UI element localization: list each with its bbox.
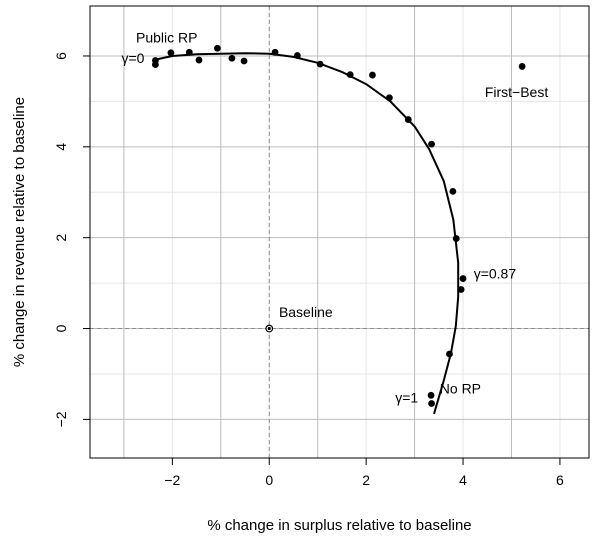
data-point	[214, 44, 221, 52]
y-tick-label: 4	[53, 143, 69, 151]
data-point	[452, 235, 460, 242]
data-point-baseline-center	[267, 326, 271, 331]
data-point	[518, 63, 526, 70]
data-point	[195, 56, 203, 64]
data-point	[428, 400, 435, 407]
fitted-curve-line	[155, 52, 460, 415]
plot-frame	[89, 5, 590, 459]
y-tick-label: −2	[53, 411, 69, 427]
data-point	[271, 48, 279, 56]
x-tick-label: 6	[556, 472, 564, 488]
reference-lines	[90, 6, 589, 458]
x-tick-label: 4	[459, 472, 467, 488]
annotation-label: γ=1	[395, 390, 418, 406]
y-tick-label: 2	[53, 234, 69, 242]
x-tick-label: 2	[362, 472, 370, 488]
data-point	[293, 52, 301, 59]
annotation-label: First−Best	[485, 84, 549, 100]
data-point	[167, 49, 175, 57]
fitted-curve	[155, 52, 460, 415]
y-tick-label: 6	[53, 52, 69, 60]
data-points	[152, 44, 526, 407]
data-point	[404, 116, 412, 123]
data-point	[346, 71, 354, 78]
x-axis-title: % change in surplus relative to baseline	[207, 517, 471, 534]
annotations: Public RP γ=0 First−Best Baseline γ=0.87 No R…	[121, 29, 548, 405]
y-tick-label: 0	[53, 324, 69, 332]
data-point	[457, 286, 465, 293]
data-point	[316, 60, 324, 68]
annotation-label: No RP	[440, 380, 481, 396]
data-point	[449, 187, 457, 195]
data-point	[369, 71, 376, 79]
data-point	[185, 48, 193, 56]
y-axis-title: % change in revenue relative to baseline	[11, 97, 28, 367]
data-point	[152, 61, 159, 69]
annotation-label: Public RP	[136, 29, 197, 45]
data-point	[386, 94, 393, 102]
grid-lines	[90, 6, 589, 458]
axes: −2 0 2 4 6 −2 0 2 4 6	[53, 52, 564, 488]
data-point	[240, 57, 248, 65]
x-tick-label: 0	[265, 472, 273, 488]
data-point	[228, 54, 236, 62]
x-tick-label: −2	[164, 472, 180, 488]
data-point	[446, 350, 453, 358]
data-point	[428, 140, 435, 148]
data-point	[459, 275, 467, 282]
annotation-label: γ=0	[121, 50, 144, 66]
annotation-label: Baseline	[279, 304, 333, 320]
annotation-label: γ=0.87	[474, 266, 517, 282]
data-point	[427, 391, 435, 399]
